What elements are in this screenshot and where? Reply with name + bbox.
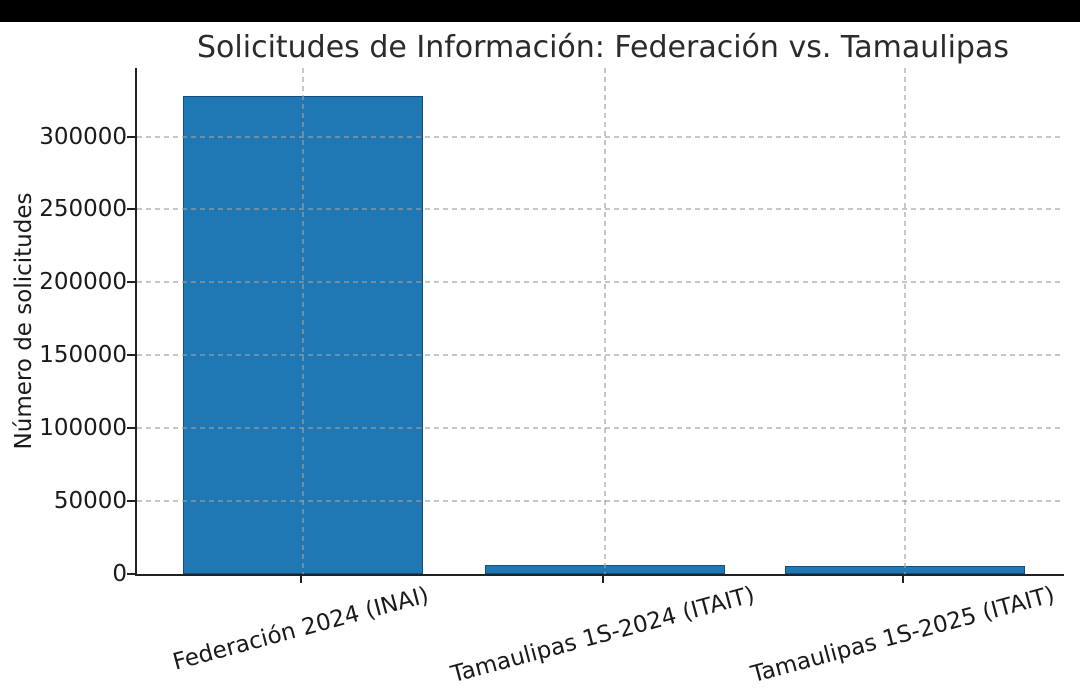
y-tick-mark-200000 bbox=[127, 281, 135, 284]
x-tick-label-0: Federación 2024 (INAI) bbox=[170, 582, 432, 676]
x-tick-mark-2 bbox=[902, 576, 904, 583]
v-gridline-1 bbox=[604, 68, 606, 574]
y-axis-label: Número de solicitudes bbox=[11, 192, 37, 450]
x-tick-label-1: Tamaulipas 1S-2024 (ITAIT) bbox=[448, 582, 758, 689]
v-gridline-2 bbox=[904, 68, 906, 574]
h-gridline-50000 bbox=[137, 500, 1064, 503]
chart-title: Solicitudes de Información: Federación v… bbox=[197, 30, 1009, 65]
y-tick-mark-250000 bbox=[127, 208, 135, 211]
y-tick-label-150000: 150000 bbox=[39, 342, 127, 369]
x-tick-label-2: Tamaulipas 1S-2025 (ITAIT) bbox=[748, 582, 1058, 689]
y-tick-mark-300000 bbox=[127, 135, 135, 138]
h-gridline-250000 bbox=[137, 208, 1064, 211]
y-tick-label-100000: 100000 bbox=[39, 415, 127, 442]
h-gridline-300000 bbox=[137, 135, 1064, 138]
y-tick-label-250000: 250000 bbox=[39, 196, 127, 223]
x-tick-mark-1 bbox=[602, 576, 604, 583]
y-tick-label-300000: 300000 bbox=[39, 123, 127, 150]
h-gridline-100000 bbox=[137, 427, 1064, 430]
y-tick-label-50000: 50000 bbox=[53, 488, 127, 515]
v-gridline-0 bbox=[302, 68, 304, 574]
h-gridline-200000 bbox=[137, 281, 1064, 284]
top-black-banner bbox=[0, 0, 1080, 22]
y-tick-label-0: 0 bbox=[112, 561, 127, 587]
y-tick-mark-150000 bbox=[127, 354, 135, 357]
y-tick-label-200000: 200000 bbox=[39, 269, 127, 296]
h-gridline-150000 bbox=[137, 354, 1064, 357]
y-tick-mark-50000 bbox=[127, 500, 135, 503]
y-tick-mark-0 bbox=[127, 573, 135, 575]
x-tick-mark-0 bbox=[300, 576, 302, 583]
plot-area bbox=[135, 68, 1064, 576]
y-tick-mark-100000 bbox=[127, 427, 135, 430]
